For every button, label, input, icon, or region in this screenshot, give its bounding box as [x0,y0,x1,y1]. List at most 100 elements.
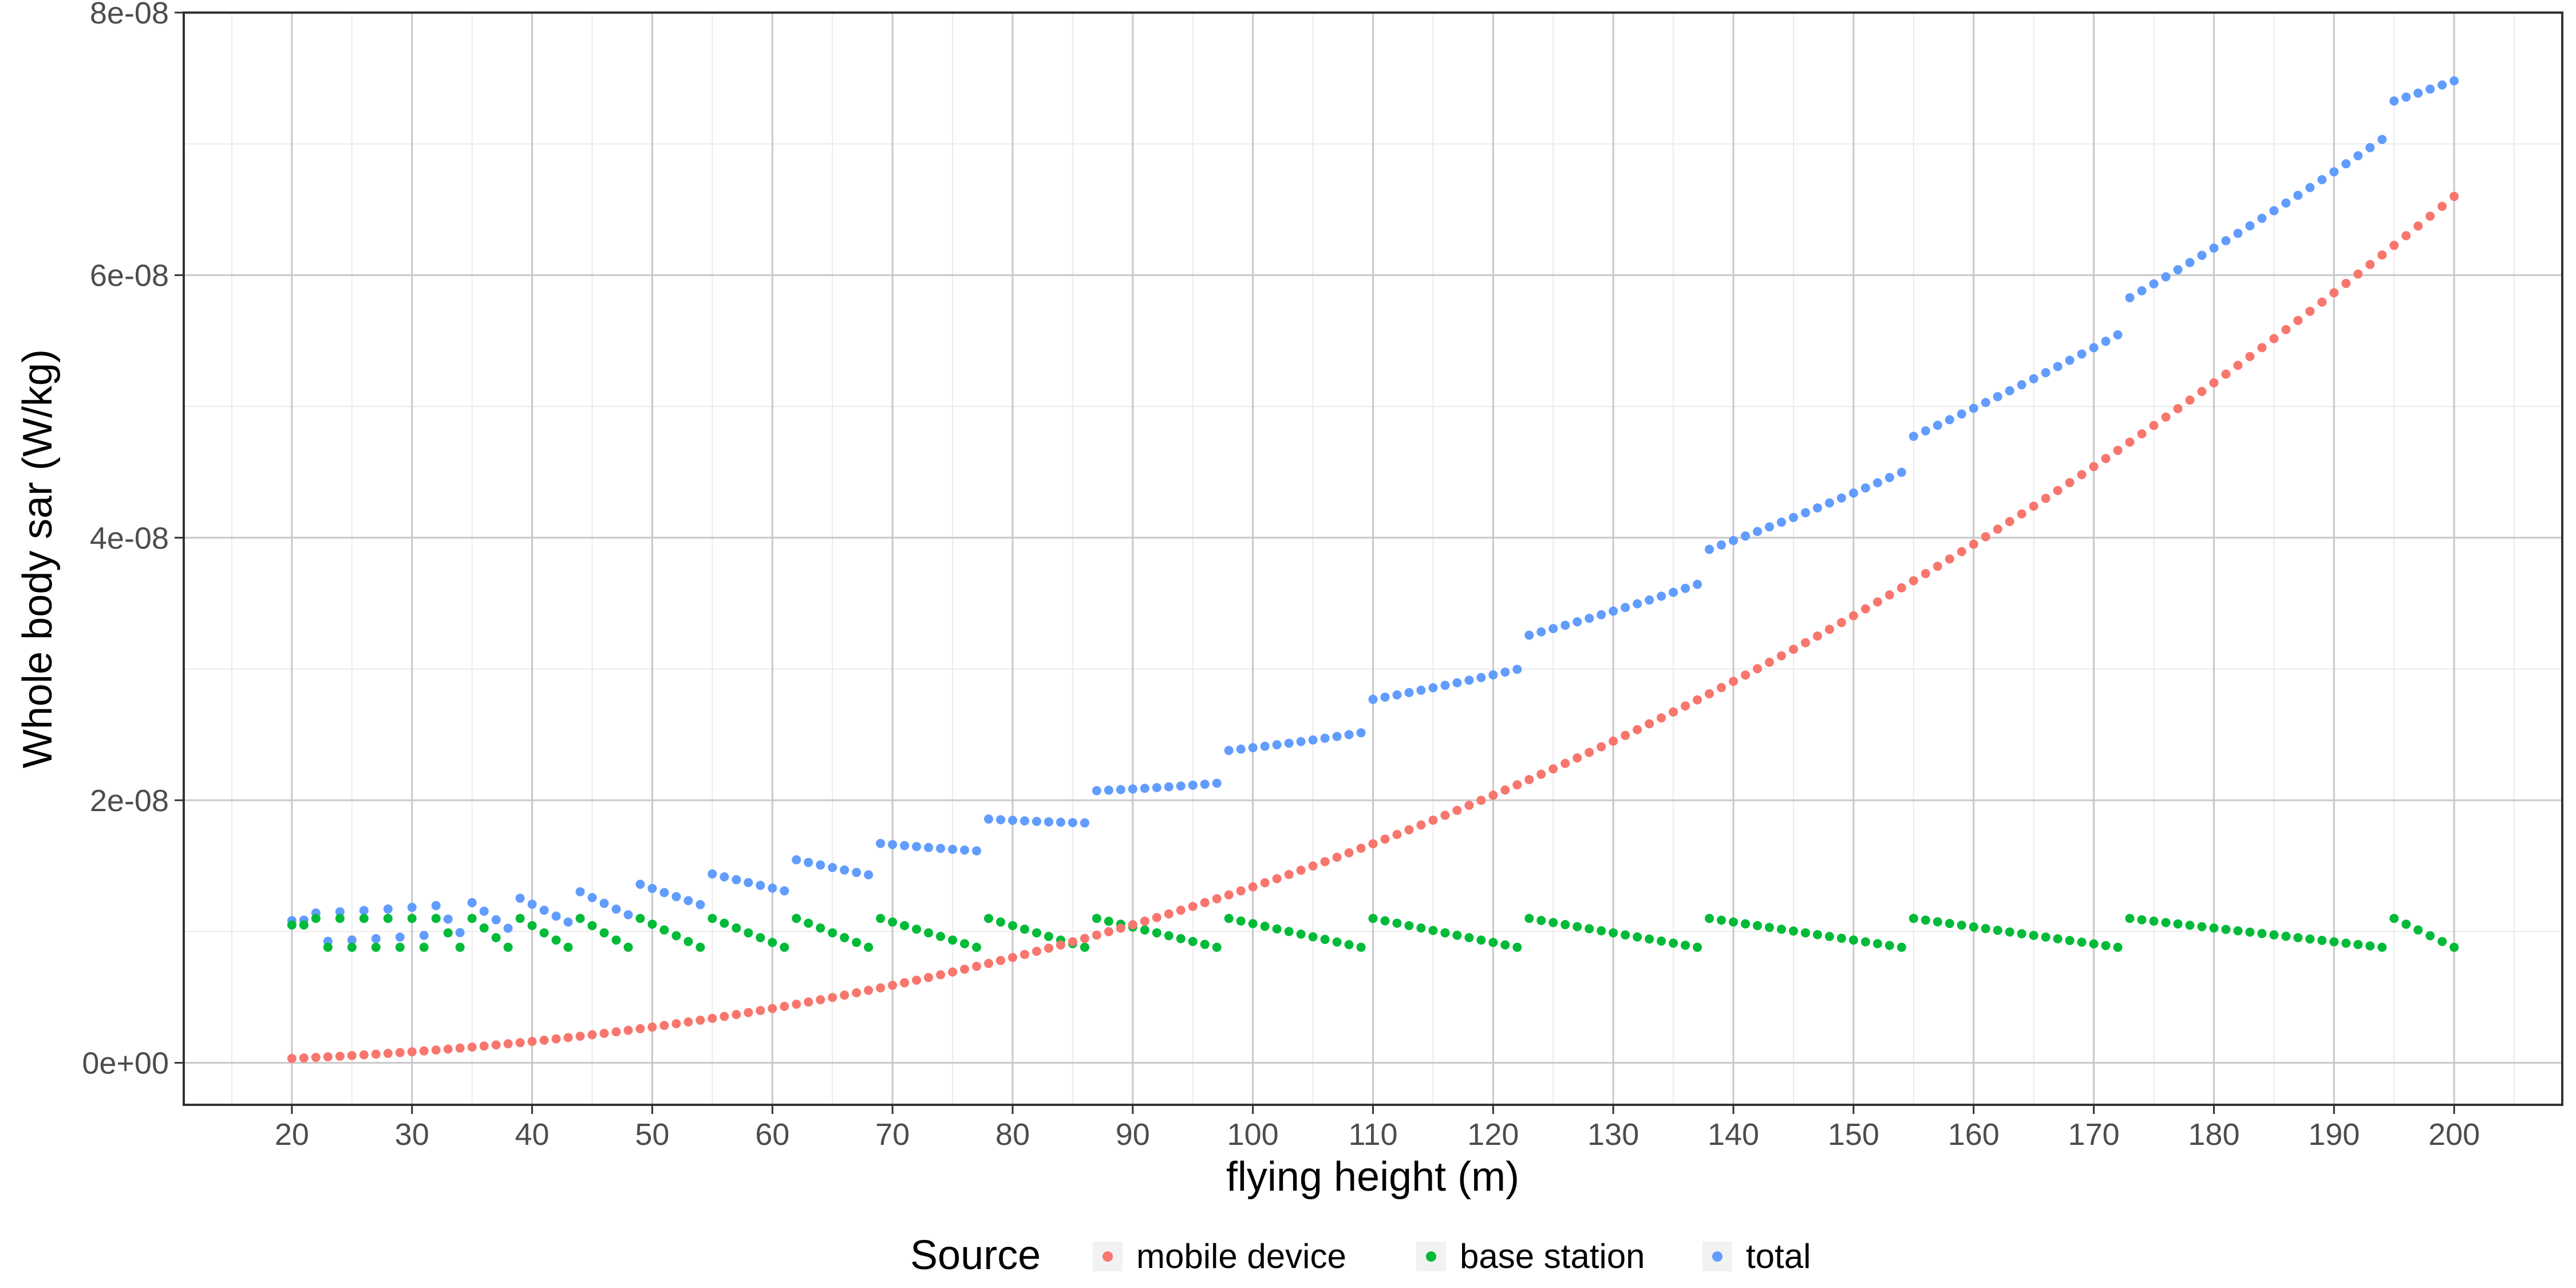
point-base-station [1260,922,1270,931]
point-base-station [1020,924,1029,934]
point-total [1056,817,1065,827]
point-base-station [1788,926,1798,936]
point-total [1080,818,1089,828]
point-total [1705,544,1714,554]
point-mobile-device [995,955,1005,965]
point-mobile-device [647,1022,657,1032]
point-total [1308,735,1318,745]
point-total [1368,694,1378,704]
point-total [1164,782,1174,792]
point-mobile-device [1392,829,1402,839]
point-total [1897,468,1906,477]
point-mobile-device [792,999,801,1009]
point-base-station [1705,914,1714,923]
point-total [1224,745,1234,755]
point-base-station [1800,928,1810,938]
point-total [900,841,910,851]
point-total [1272,740,1282,750]
data-points [287,76,2459,1064]
point-mobile-device [2065,478,2075,488]
point-total [503,923,513,933]
point-total [1884,473,1894,483]
point-base-station [1200,939,1210,949]
point-mobile-device [563,1033,573,1042]
point-mobile-device [2041,493,2050,503]
point-mobile-device [599,1029,609,1038]
point-total [575,887,585,896]
point-mobile-device [2365,260,2375,270]
point-total [2065,355,2075,365]
point-mobile-device [2173,404,2183,413]
point-mobile-device [1320,857,1330,867]
point-mobile-device [2005,517,2014,527]
point-total [1669,587,1678,597]
point-base-station [1008,920,1017,930]
point-base-station [816,923,825,933]
point-base-station [1860,937,1870,947]
point-total [479,906,489,916]
point-mobile-device [443,1044,453,1054]
point-total [2125,293,2135,303]
point-base-station [2029,931,2038,941]
point-total [948,844,958,854]
point-total [2293,191,2303,200]
point-total [960,846,970,855]
point-mobile-device [1645,719,1654,729]
point-mobile-device [407,1047,417,1057]
legend-swatch [1426,1251,1436,1262]
point-mobile-device [467,1042,477,1052]
point-base-station [2209,923,2219,933]
point-total [1140,784,1149,793]
point-total [2449,76,2459,86]
point-base-station [995,917,1005,927]
point-base-station [467,914,477,923]
point-mobile-device [2401,231,2411,240]
point-total [1729,536,1739,546]
point-mobile-device [2413,221,2423,231]
point-total [2437,80,2447,90]
point-base-station [936,931,946,941]
y-tick-label: 8e-08 [90,0,169,30]
point-total [768,883,777,893]
point-mobile-device [1428,815,1438,825]
point-base-station [1236,916,1246,926]
point-total [2389,96,2399,106]
point-total [1645,595,1654,605]
point-base-station [1909,914,1918,923]
point-mobile-device [2281,325,2291,334]
point-mobile-device [1284,870,1294,879]
point-mobile-device [1176,906,1186,915]
point-total [2005,386,2014,396]
point-base-station [371,942,381,952]
y-axis: 0e+00 2e-08 4e-08 6e-08 8e-08 [82,0,184,1081]
point-total [1500,667,1510,677]
point-base-station [2353,940,2363,950]
point-mobile-device [1609,736,1618,746]
point-base-station [683,937,693,946]
point-base-station [2065,935,2075,945]
point-mobile-device [2437,202,2447,211]
point-mobile-device [1729,677,1739,686]
point-mobile-device [1657,713,1666,723]
point-base-station [2269,930,2279,940]
point-total [527,899,537,909]
point-total [1464,675,1474,685]
point-total [611,904,621,914]
point-mobile-device [383,1049,393,1058]
point-base-station [1597,926,1606,935]
point-mobile-device [1788,645,1798,654]
x-tick-label: 90 [1116,1117,1150,1152]
point-base-station [1500,940,1510,950]
point-mobile-device [756,1006,765,1016]
point-total [1032,816,1041,826]
point-mobile-device [431,1045,441,1055]
point-mobile-device [479,1041,489,1051]
point-base-station [2377,942,2387,952]
point-mobile-device [2449,192,2459,202]
x-tick-label: 190 [2308,1117,2360,1152]
point-total [1044,817,1053,827]
point-total [1717,540,1726,550]
point-base-station [1332,937,1342,947]
point-base-station [744,928,753,938]
point-base-station [599,928,609,938]
